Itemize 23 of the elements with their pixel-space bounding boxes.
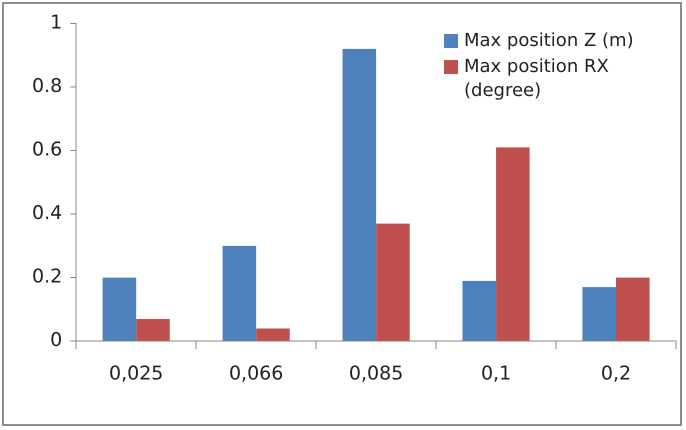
x-tick-label: 0,025 bbox=[108, 362, 164, 385]
bar bbox=[222, 246, 256, 341]
y-tick-label: 0.8 bbox=[32, 74, 62, 97]
y-tick-label: 0 bbox=[50, 329, 62, 352]
bar bbox=[616, 278, 650, 341]
bar bbox=[582, 287, 616, 341]
bar bbox=[376, 224, 410, 341]
legend-label: Max position Z (m) bbox=[464, 29, 634, 54]
bar bbox=[256, 328, 290, 341]
x-tick-label: 0,2 bbox=[600, 362, 632, 385]
bar bbox=[102, 278, 136, 341]
legend-label: Max position RX (degree) bbox=[464, 55, 610, 104]
y-tick-label: 0.4 bbox=[32, 202, 62, 224]
x-tick-label: 0,1 bbox=[480, 362, 512, 385]
y-tick-label: 0.2 bbox=[32, 266, 62, 288]
y-tick-label: 1 bbox=[50, 11, 62, 34]
y-tick-label: 0.6 bbox=[32, 138, 62, 160]
x-tick-label: 0,085 bbox=[348, 362, 404, 385]
bar bbox=[342, 48, 376, 341]
bar bbox=[462, 280, 496, 341]
bar bbox=[136, 318, 170, 341]
x-tick-label: 0,066 bbox=[228, 362, 284, 385]
bar bbox=[496, 147, 530, 341]
